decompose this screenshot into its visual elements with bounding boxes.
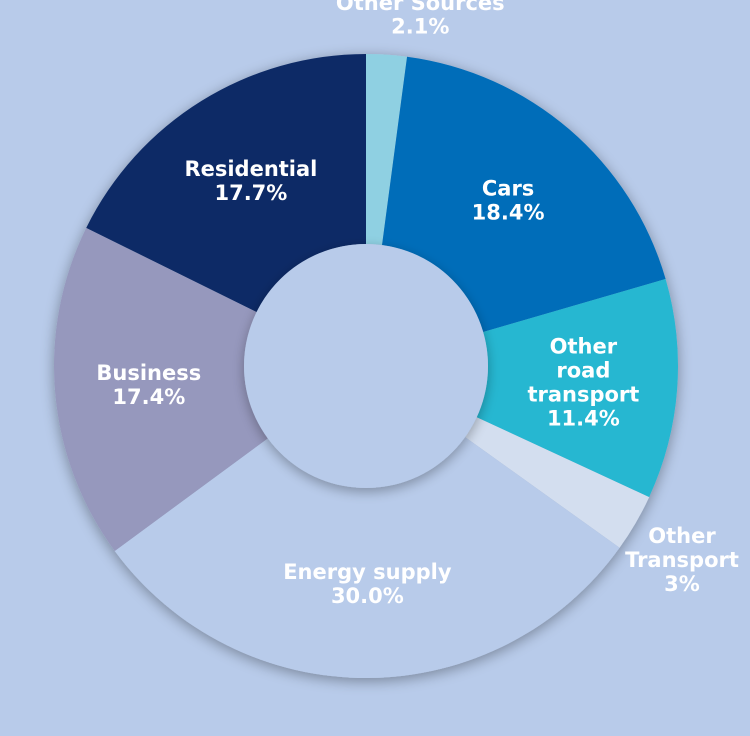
slice-label-line: 11.4% (547, 406, 620, 430)
slice-other-transport (465, 417, 650, 548)
slice-label-other-road-transport: Other road transport 11.4% (527, 334, 639, 430)
slice-label-line: Transport (625, 548, 739, 572)
slice-label-line: Other (648, 524, 716, 548)
slice-label-business: Business 17.4% (96, 361, 201, 409)
slice-labels: Other Sources 2.1%Cars 18.4%Other road trans… (96, 0, 739, 608)
slice-label-line: Business (96, 361, 201, 385)
slice-label-line: 18.4% (472, 201, 545, 225)
slice-energy-supply (114, 437, 620, 678)
slice-label-line: Cars (482, 177, 534, 201)
slice-business (53, 227, 268, 551)
slice-label-line: Other (550, 334, 618, 358)
slice-label-line: Residential (184, 157, 317, 181)
slice-label-line: 17.7% (214, 181, 287, 205)
slice-label-line: transport (527, 382, 639, 406)
slice-other-sources (366, 54, 408, 246)
slice-label-line: 2.1% (391, 15, 449, 39)
slice-label-line: 3% (664, 572, 700, 596)
slice-label-line: Other Sources (336, 0, 505, 15)
slice-cars (382, 56, 666, 332)
slice-other-road-transport (476, 278, 678, 498)
slice-label-line: 17.4% (112, 385, 185, 409)
slice-label-residential: Residential 17.7% (184, 157, 317, 205)
slice-label-line: 30.0% (331, 584, 404, 608)
slice-label-other-sources: Other Sources 2.1% (336, 0, 505, 39)
slice-label-line: Energy supply (283, 560, 452, 584)
slice-residential (86, 54, 367, 312)
donut-hole (244, 244, 488, 488)
slice-label-cars: Cars 18.4% (472, 177, 545, 225)
slice-label-energy-supply: Energy supply 30.0% (283, 560, 452, 608)
slice-label-line: road (556, 358, 610, 382)
slice-label-other-transport: Other Transport 3% (625, 524, 739, 596)
donut-slices (53, 54, 678, 678)
